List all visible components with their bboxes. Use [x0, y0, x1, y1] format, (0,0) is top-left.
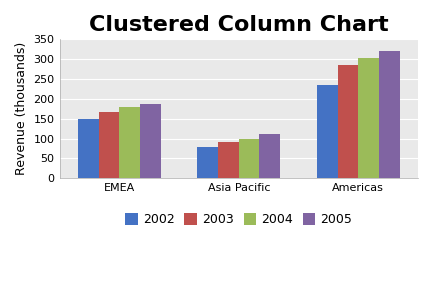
Bar	[140, 104, 161, 178]
Bar	[259, 134, 280, 178]
Bar	[358, 58, 379, 178]
Bar	[119, 107, 140, 178]
Bar	[218, 142, 239, 178]
Bar	[78, 119, 99, 178]
Bar	[99, 112, 119, 178]
Legend: 2002, 2003, 2004, 2005: 2002, 2003, 2004, 2005	[122, 210, 356, 230]
Bar	[317, 85, 338, 178]
Y-axis label: Revenue (thousands): Revenue (thousands)	[15, 42, 28, 175]
Bar	[338, 65, 358, 178]
Bar	[379, 51, 400, 178]
Title: Clustered Column Chart: Clustered Column Chart	[89, 15, 388, 35]
Bar	[197, 147, 218, 178]
Bar	[239, 139, 259, 178]
